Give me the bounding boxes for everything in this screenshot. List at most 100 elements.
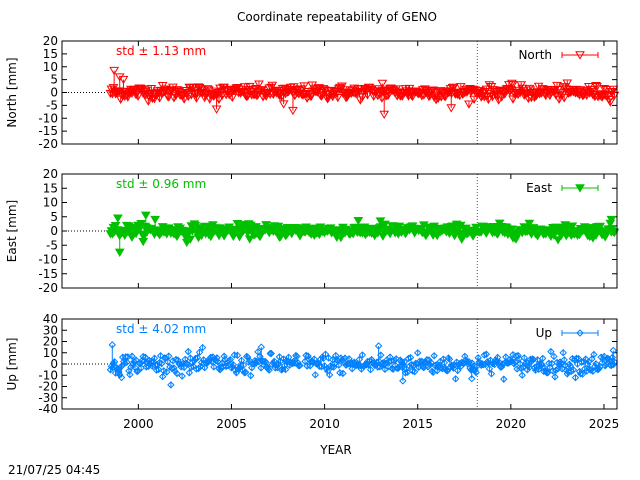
legend-north: North: [518, 48, 599, 62]
data-point: [213, 354, 221, 362]
data-point: [304, 352, 312, 360]
y-tick-label: 10: [43, 60, 58, 74]
data-point: [267, 81, 278, 90]
data-point: [453, 366, 462, 375]
data-point: [575, 184, 585, 193]
data-point: [148, 362, 157, 370]
data-point: [499, 90, 510, 99]
data-point: [293, 352, 301, 361]
data-point: [227, 93, 238, 103]
data-point: [493, 353, 502, 362]
data-point: [392, 355, 400, 363]
data-point: [170, 364, 178, 372]
data-point: [188, 83, 199, 93]
data-point: [427, 358, 435, 367]
data-point: [276, 357, 285, 365]
data-point: [278, 100, 289, 109]
data-point: [511, 358, 519, 366]
data-point: [592, 82, 602, 92]
data-point: [483, 95, 494, 105]
data-point: [609, 91, 620, 101]
data-point: [339, 369, 347, 378]
data-point: [335, 361, 343, 369]
data-point: [550, 352, 558, 361]
data-point: [220, 352, 228, 360]
data-point: [472, 368, 480, 377]
data-point: [284, 353, 293, 362]
data-point: [474, 354, 482, 362]
data-point: [233, 351, 242, 360]
data-point: [336, 233, 346, 243]
plot-frame: [61, 173, 618, 289]
data-point: [196, 362, 205, 371]
legend-label: North: [518, 48, 552, 62]
data-point: [331, 89, 342, 98]
data-point: [239, 361, 248, 369]
data-point: [543, 369, 551, 377]
data-point: [469, 95, 479, 105]
data-point: [537, 360, 546, 368]
data-point: [184, 347, 192, 356]
data-point: [439, 92, 450, 101]
y-tick-label: -20: [38, 281, 58, 295]
data-point: [485, 365, 494, 373]
data-point: [445, 355, 454, 363]
data-point: [461, 352, 469, 361]
data-point: [575, 51, 585, 60]
data-point: [320, 362, 329, 370]
data-point: [576, 329, 584, 337]
data-point: [317, 363, 326, 371]
data-point: [399, 377, 407, 385]
data-point: [226, 355, 234, 364]
data-point: [123, 358, 131, 366]
data-point: [353, 216, 364, 226]
data-point: [150, 215, 160, 225]
data-point: [451, 375, 460, 383]
x-tick-label: 2025: [589, 417, 620, 431]
data-point: [154, 365, 163, 374]
x-tick-label: 2015: [402, 417, 433, 431]
data-point: [562, 79, 573, 88]
data-point: [320, 87, 331, 96]
data-point: [536, 360, 545, 368]
data-point: [129, 86, 139, 95]
data-point: [299, 82, 309, 91]
data-point: [114, 368, 123, 377]
data-point: [211, 105, 222, 114]
data-point: [428, 86, 438, 95]
y-tick-label: 20: [43, 335, 58, 349]
data-point: [366, 365, 375, 374]
data-point: [400, 358, 409, 366]
data-point: [157, 359, 166, 368]
data-point: [281, 365, 290, 374]
x-tick-label: 2005: [216, 417, 247, 431]
data-point: [487, 370, 496, 378]
data-point: [538, 354, 547, 363]
data-point: [118, 75, 129, 85]
y-tick-label: -15: [38, 267, 58, 281]
data-point: [448, 83, 459, 93]
y-tick-label: 10: [43, 346, 58, 360]
y-axis-label-east: East [mm]: [5, 200, 19, 262]
data-point: [602, 360, 610, 369]
legend-label: East: [526, 181, 552, 195]
data-point: [237, 87, 248, 97]
y-tick-label: 0: [50, 357, 58, 371]
y-tick-label: -20: [38, 380, 58, 394]
data-point: [266, 349, 274, 358]
data-point: [374, 342, 383, 350]
data-point: [558, 365, 566, 373]
data-point: [544, 91, 555, 101]
data-point: [544, 368, 552, 377]
data-point: [156, 352, 165, 360]
data-point: [114, 248, 125, 257]
data-point: [185, 369, 194, 377]
data-point: [595, 364, 603, 373]
data-point: [288, 106, 298, 116]
y-tick-label: 30: [43, 323, 58, 337]
y-tick-label: 20: [43, 167, 58, 181]
data-point: [531, 366, 540, 374]
data-point: [269, 359, 277, 367]
data-point: [583, 367, 591, 375]
data-point: [507, 225, 517, 234]
